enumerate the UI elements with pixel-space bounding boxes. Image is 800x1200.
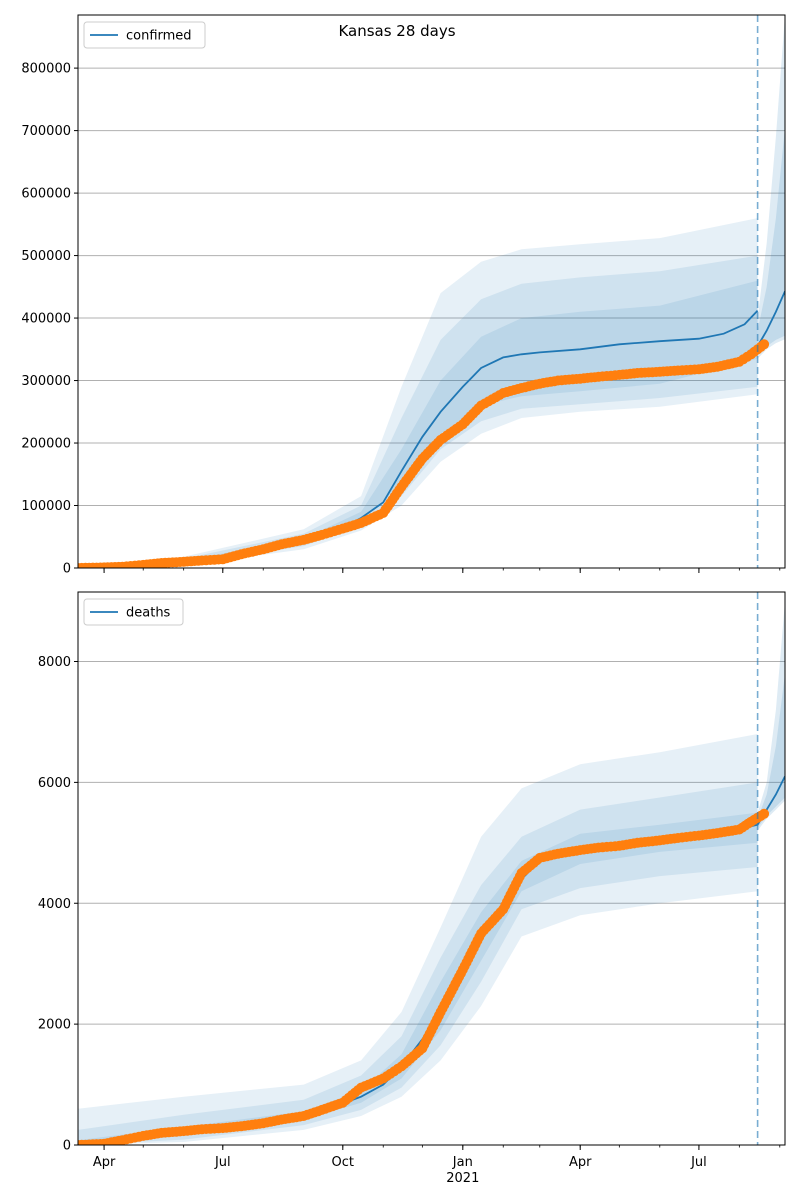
y-tick-label: 500000 <box>21 249 71 264</box>
plot-area <box>78 601 785 1145</box>
x-tick-label: Jul <box>690 1155 707 1170</box>
legend-label: deaths <box>126 606 171 621</box>
uncertainty-band <box>78 218 758 568</box>
legend-box <box>83 21 206 49</box>
plot-area <box>78 15 785 568</box>
y-tick-label: 800000 <box>21 62 71 77</box>
uncertainty-band <box>78 280 758 568</box>
x-tick-label: Jul <box>214 1155 231 1170</box>
uncertainty-band <box>78 782 758 1145</box>
x-year-label: 2021 <box>446 1171 479 1186</box>
chart-title: Kansas 28 days <box>338 22 455 40</box>
uncertainty-band <box>78 734 758 1145</box>
forecast-band <box>757 601 785 831</box>
uncertainty-band <box>78 255 758 568</box>
x-tick-label: Oct <box>332 1155 354 1170</box>
legend: confirmed <box>83 21 206 49</box>
y-tick-label: 8000 <box>38 655 71 670</box>
observed-point <box>759 808 770 819</box>
legend-label: confirmed <box>126 29 192 44</box>
y-tick-label: 6000 <box>38 776 71 791</box>
y-tick-label: 0 <box>63 1139 71 1154</box>
y-tick-label: 2000 <box>38 1018 71 1033</box>
uncertainty-band <box>78 812 758 1145</box>
axes-frame <box>77 591 786 1146</box>
legend: deaths <box>83 598 184 626</box>
deaths-panel: 0 2000 4000 6000 8000 Apr Jul Oct Jan Apr Jul 2021 d… <box>38 591 786 1186</box>
forecast-line <box>756 290 785 347</box>
observed-point <box>759 339 770 350</box>
axes-frame <box>77 14 786 569</box>
forecast-band <box>757 15 785 359</box>
legend-box <box>83 598 184 626</box>
y-tick-label: 4000 <box>38 897 71 912</box>
y-tick-label: 100000 <box>21 499 71 514</box>
x-tick-label: Jan <box>452 1155 473 1170</box>
y-tick-label: 0 <box>63 562 71 577</box>
confirmed-panel: 0 100000 200000 300000 400000 500000 600000 700… <box>21 14 786 577</box>
x-tick-label: Apr <box>569 1155 592 1170</box>
y-tick-label: 200000 <box>21 437 71 452</box>
forecast-band <box>757 127 785 356</box>
y-tick-label: 700000 <box>21 124 71 139</box>
y-tick-label: 600000 <box>21 187 71 202</box>
y-tick-label: 300000 <box>21 374 71 389</box>
x-tick-label: Apr <box>93 1155 116 1170</box>
y-tick-label: 400000 <box>21 312 71 327</box>
